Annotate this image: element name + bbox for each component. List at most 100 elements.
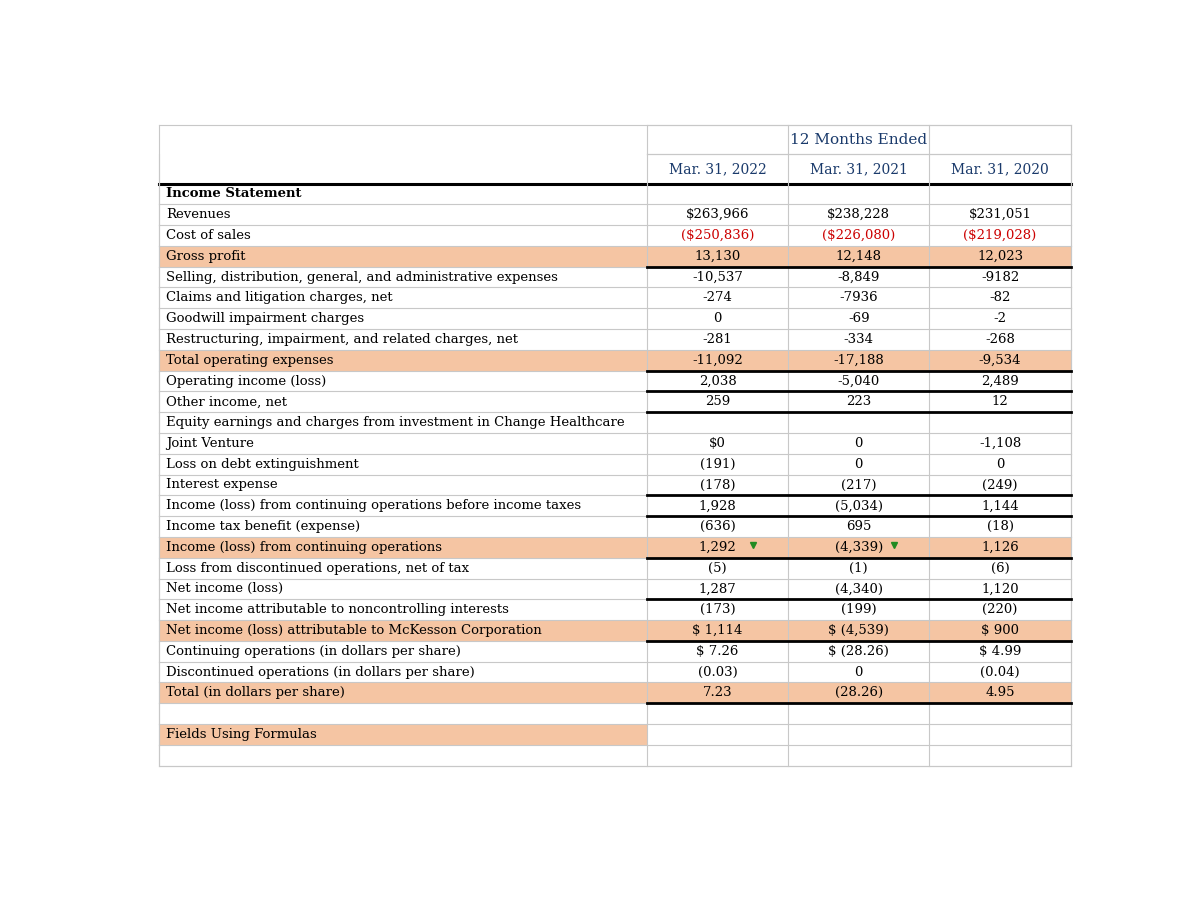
Text: 1,126: 1,126: [982, 541, 1019, 554]
Text: Loss on debt extinguishment: Loss on debt extinguishment: [166, 458, 359, 471]
Text: -69: -69: [848, 312, 870, 325]
Text: 1,928: 1,928: [698, 500, 737, 512]
Text: -1,108: -1,108: [979, 436, 1021, 450]
Text: Mar. 31, 2022: Mar. 31, 2022: [668, 162, 767, 176]
Text: 1,287: 1,287: [698, 582, 737, 596]
Text: 259: 259: [704, 395, 730, 409]
Text: (0.03): (0.03): [697, 666, 738, 679]
Text: -11,092: -11,092: [692, 354, 743, 367]
Text: -10,537: -10,537: [692, 271, 743, 284]
Text: (249): (249): [983, 479, 1018, 491]
Text: -8,849: -8,849: [838, 271, 880, 284]
Text: -274: -274: [702, 292, 732, 304]
Text: Loss from discontinued operations, net of tax: Loss from discontinued operations, net o…: [166, 562, 469, 575]
Text: Gross profit: Gross profit: [166, 250, 245, 263]
Text: Revenues: Revenues: [166, 208, 230, 221]
Text: 0: 0: [996, 458, 1004, 471]
Text: (4,339): (4,339): [835, 541, 883, 554]
Text: 4.95: 4.95: [985, 687, 1015, 699]
Text: Income tax benefit (expense): Income tax benefit (expense): [166, 520, 360, 533]
Text: -334: -334: [844, 333, 874, 346]
Text: Operating income (loss): Operating income (loss): [166, 374, 326, 388]
Text: -9,534: -9,534: [979, 354, 1021, 367]
Text: (191): (191): [700, 458, 736, 471]
Text: (173): (173): [700, 603, 736, 616]
Text: -82: -82: [989, 292, 1010, 304]
Text: Mar. 31, 2021: Mar. 31, 2021: [810, 162, 907, 176]
Text: Selling, distribution, general, and administrative expenses: Selling, distribution, general, and admi…: [166, 271, 558, 284]
Text: Total (in dollars per share): Total (in dollars per share): [166, 687, 344, 699]
Text: (0.04): (0.04): [980, 666, 1020, 679]
Text: 2,489: 2,489: [982, 374, 1019, 388]
Text: (5): (5): [708, 562, 727, 575]
Text: $ 900: $ 900: [982, 624, 1019, 637]
Text: Continuing operations (in dollars per share): Continuing operations (in dollars per sh…: [166, 644, 461, 658]
Bar: [160, 537, 1070, 558]
Text: (1): (1): [850, 562, 868, 575]
Text: Other income, net: Other income, net: [166, 395, 287, 409]
Text: 1,292: 1,292: [698, 541, 737, 554]
Text: ($250,836): ($250,836): [680, 229, 755, 242]
Text: Interest expense: Interest expense: [166, 479, 277, 491]
Bar: [160, 246, 1070, 266]
Text: (28.26): (28.26): [835, 687, 883, 699]
Bar: [160, 682, 1070, 703]
Text: ($226,080): ($226,080): [822, 229, 895, 242]
Text: 0: 0: [854, 436, 863, 450]
Text: -268: -268: [985, 333, 1015, 346]
Text: Joint Venture: Joint Venture: [166, 436, 253, 450]
Text: 12 Months Ended: 12 Months Ended: [791, 133, 928, 147]
Text: (6): (6): [991, 562, 1009, 575]
Text: (217): (217): [841, 479, 876, 491]
Text: Claims and litigation charges, net: Claims and litigation charges, net: [166, 292, 392, 304]
Text: -7936: -7936: [840, 292, 878, 304]
Text: $ (28.26): $ (28.26): [828, 644, 889, 658]
Text: Cost of sales: Cost of sales: [166, 229, 251, 242]
Text: 223: 223: [846, 395, 871, 409]
Text: 1,144: 1,144: [982, 500, 1019, 512]
Text: (18): (18): [986, 520, 1014, 533]
Text: $ 4.99: $ 4.99: [979, 644, 1021, 658]
Text: Income (loss) from continuing operations: Income (loss) from continuing operations: [166, 541, 442, 554]
Text: 7.23: 7.23: [703, 687, 732, 699]
Bar: [160, 620, 1070, 641]
Bar: [160, 350, 1070, 371]
Text: Net income (loss) attributable to McKesson Corporation: Net income (loss) attributable to McKess…: [166, 624, 541, 637]
Text: Fields Using Formulas: Fields Using Formulas: [166, 728, 317, 741]
Text: Income (loss) from continuing operations before income taxes: Income (loss) from continuing operations…: [166, 500, 581, 512]
Text: Net income attributable to noncontrolling interests: Net income attributable to noncontrollin…: [166, 603, 509, 616]
Text: (5,034): (5,034): [835, 500, 883, 512]
Text: Equity earnings and charges from investment in Change Healthcare: Equity earnings and charges from investm…: [166, 416, 624, 429]
Text: (199): (199): [841, 603, 877, 616]
Text: -5,040: -5,040: [838, 374, 880, 388]
Text: Discontinued operations (in dollars per share): Discontinued operations (in dollars per …: [166, 666, 474, 679]
Text: $ 1,114: $ 1,114: [692, 624, 743, 637]
Text: ($219,028): ($219,028): [964, 229, 1037, 242]
Text: -17,188: -17,188: [834, 354, 884, 367]
Text: $0: $0: [709, 436, 726, 450]
Text: $ 7.26: $ 7.26: [696, 644, 739, 658]
Text: $ (4,539): $ (4,539): [828, 624, 889, 637]
Text: 695: 695: [846, 520, 871, 533]
Text: Net income (loss): Net income (loss): [166, 582, 283, 596]
Text: Income Statement: Income Statement: [166, 187, 301, 201]
Text: (4,340): (4,340): [835, 582, 883, 596]
Text: 0: 0: [713, 312, 721, 325]
Text: $238,228: $238,228: [827, 208, 890, 221]
Text: Restructuring, impairment, and related charges, net: Restructuring, impairment, and related c…: [166, 333, 518, 346]
Text: $231,051: $231,051: [968, 208, 1032, 221]
Text: Mar. 31, 2020: Mar. 31, 2020: [952, 162, 1049, 176]
Text: 12,023: 12,023: [977, 250, 1024, 263]
Text: $263,966: $263,966: [685, 208, 749, 221]
Text: 2,038: 2,038: [698, 374, 737, 388]
Text: (636): (636): [700, 520, 736, 533]
Text: 0: 0: [854, 458, 863, 471]
Text: -281: -281: [703, 333, 732, 346]
Text: 12: 12: [991, 395, 1008, 409]
Text: 13,130: 13,130: [695, 250, 740, 263]
Text: (220): (220): [983, 603, 1018, 616]
Text: -2: -2: [994, 312, 1007, 325]
Text: Total operating expenses: Total operating expenses: [166, 354, 334, 367]
Text: -9182: -9182: [980, 271, 1019, 284]
Text: 12,148: 12,148: [835, 250, 882, 263]
